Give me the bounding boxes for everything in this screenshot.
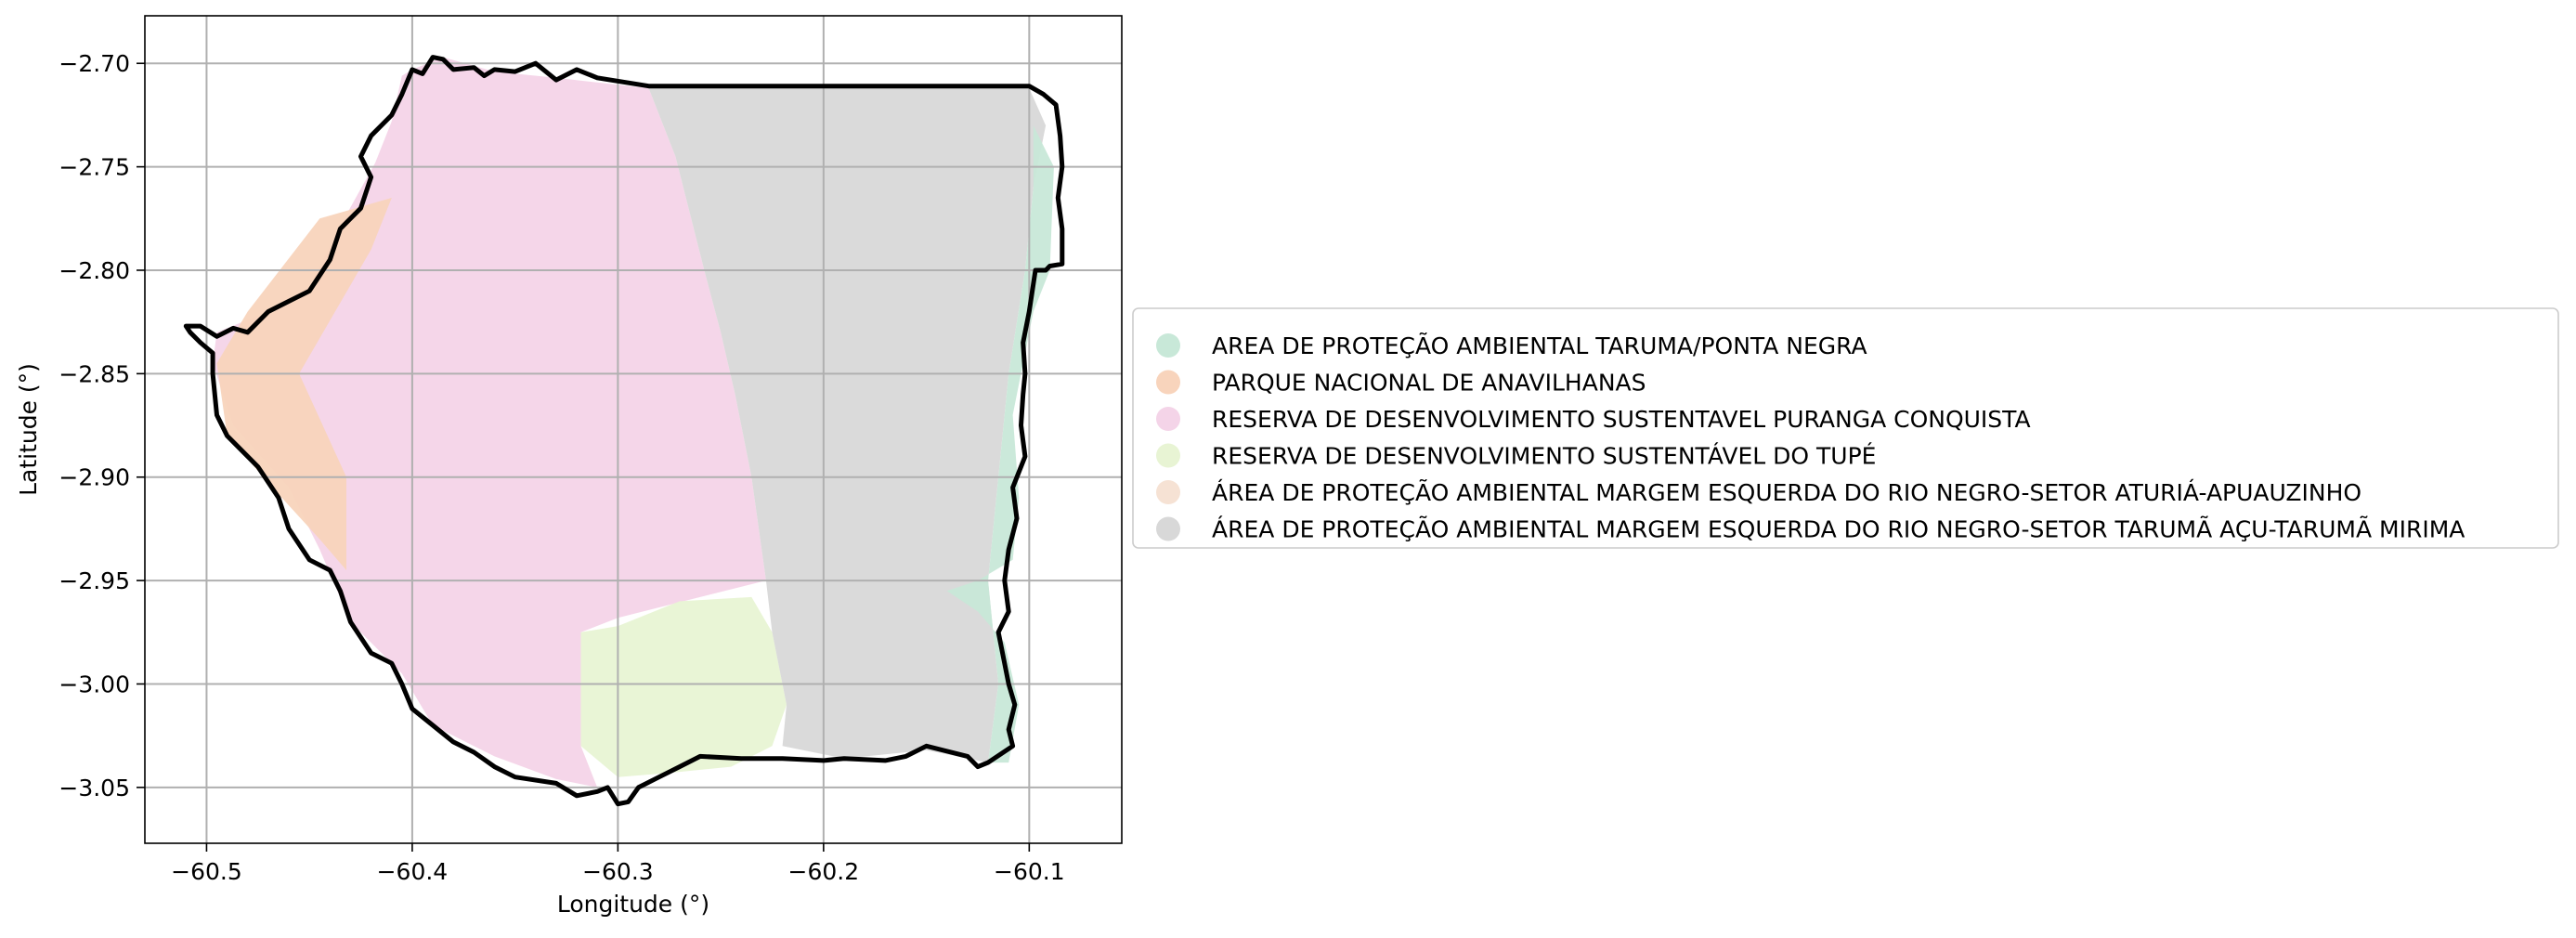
x-tick-label: −60.1	[994, 858, 1065, 885]
x-axis-label: Longitude (°)	[557, 891, 709, 918]
y-tick-label: −3.05	[59, 775, 130, 801]
y-axis: −2.70 −2.75 −2.80 −2.85 −2.90 −2.95 −3.00 −3.05	[59, 50, 145, 801]
protected-areas-layer	[213, 57, 1054, 788]
protected-area-3	[648, 88, 1047, 763]
legend-swatch-1	[1156, 370, 1180, 395]
legend-label-2: RESERVA DE DESENVOLVIMENTO SUSTENTAVEL P…	[1212, 406, 2031, 433]
y-tick-label: −2.70	[59, 50, 130, 77]
y-tick-label: −2.75	[59, 154, 130, 181]
plot-area	[144, 15, 1123, 844]
y-tick-label: −2.85	[59, 360, 130, 387]
legend-swatch-4	[1156, 480, 1180, 504]
legend-label-1: PARQUE NACIONAL DE ANAVILHANAS	[1212, 370, 1646, 397]
x-axis: −60.5 −60.4 −60.3 −60.2 −60.1	[171, 843, 1065, 885]
legend-label-0: AREA DE PROTEÇÃO AMBIENTAL TARUMA/PONTA …	[1212, 332, 1867, 359]
x-tick-label: −60.5	[171, 858, 242, 885]
legend-label-3: RESERVA DE DESENVOLVIMENTO SUSTENTÁVEL D…	[1212, 443, 1876, 470]
y-tick-label: −2.90	[59, 464, 130, 491]
protected-area-1	[216, 198, 392, 570]
y-tick-label: −2.80	[59, 257, 130, 284]
legend-items: AREA DE PROTEÇÃO AMBIENTAL TARUMA/PONTA …	[1156, 332, 2465, 543]
x-tick-label: −60.4	[377, 858, 449, 885]
legend-swatch-3	[1156, 443, 1180, 468]
grid-layer	[145, 16, 1122, 843]
municipality-boundary	[183, 55, 1065, 807]
legend-label-4: ÁREA DE PROTEÇÃO AMBIENTAL MARGEM ESQUER…	[1212, 478, 2361, 506]
x-tick-label: −60.3	[582, 858, 654, 885]
y-tick-label: −3.00	[59, 671, 130, 697]
legend-swatch-5	[1156, 516, 1180, 541]
legend-swatch-2	[1156, 407, 1180, 431]
protected-area-2	[580, 596, 787, 777]
legend-swatch-0	[1156, 333, 1180, 358]
legend-frame	[1132, 307, 2559, 549]
protected-area-4	[946, 125, 1054, 763]
y-tick-label: −2.95	[59, 567, 130, 594]
plot-frame	[144, 15, 1123, 844]
y-axis-label: Latitude (°)	[15, 363, 42, 496]
legend: AREA DE PROTEÇÃO AMBIENTAL TARUMA/PONTA …	[1132, 307, 2559, 549]
x-tick-label: −60.2	[788, 858, 860, 885]
legend-label-5: ÁREA DE PROTEÇÃO AMBIENTAL MARGEM ESQUER…	[1212, 515, 2465, 543]
